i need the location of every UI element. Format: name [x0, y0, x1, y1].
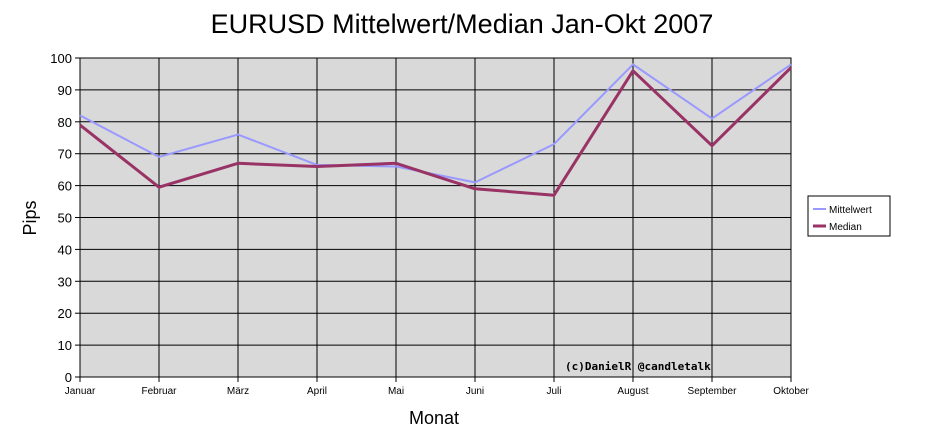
- y-tick-label: 20: [58, 306, 72, 321]
- chart-title: EURUSD Mittelwert/Median Jan-Okt 2007: [211, 9, 714, 39]
- x-tick-label: Juli: [546, 386, 561, 397]
- legend-box: [807, 195, 891, 237]
- y-tick-label: 80: [58, 115, 72, 130]
- x-tick-label: März: [227, 386, 249, 397]
- series-line-median: [79, 66, 793, 197]
- y-tick-label: 30: [58, 274, 72, 289]
- series-line-mittelwert: [79, 63, 792, 184]
- y-axis-label: Pips: [20, 200, 40, 235]
- y-tick-label: 90: [58, 83, 72, 98]
- x-tick-label: Februar: [141, 386, 177, 397]
- series-lines: [79, 63, 793, 197]
- x-tick-label: Oktober: [773, 386, 809, 397]
- x-tick-label: Januar: [65, 386, 96, 397]
- y-tick-label: 0: [65, 370, 72, 385]
- x-axis-ticks: Januar Februar März April Mai Juni Juli August S…: [65, 377, 809, 397]
- x-tick-label: April: [307, 386, 327, 397]
- x-tick-label: August: [617, 386, 648, 397]
- x-tick-label: September: [688, 386, 738, 397]
- y-tick-label: 70: [58, 147, 72, 162]
- x-tick-label: Mai: [388, 386, 404, 397]
- x-tick-label: Juni: [466, 386, 484, 397]
- legend-label-mittelwert: Mittelwert: [829, 205, 872, 216]
- y-tick-label: 60: [58, 179, 72, 194]
- y-tick-label: 100: [50, 51, 72, 66]
- y-tick-label: 50: [58, 211, 72, 226]
- legend-label-median: Median: [829, 222, 862, 233]
- legend: Mittelwert Median: [807, 195, 891, 237]
- x-axis-label: Monat: [409, 408, 459, 428]
- grid: [79, 57, 792, 378]
- copyright-annotation: (c)DanielR @candletalk: [565, 360, 711, 373]
- y-axis-ticks: 0 10 20 30 40 50 60 70 80 90 100: [50, 51, 80, 385]
- y-tick-label: 40: [58, 242, 72, 257]
- y-tick-label: 10: [58, 338, 72, 353]
